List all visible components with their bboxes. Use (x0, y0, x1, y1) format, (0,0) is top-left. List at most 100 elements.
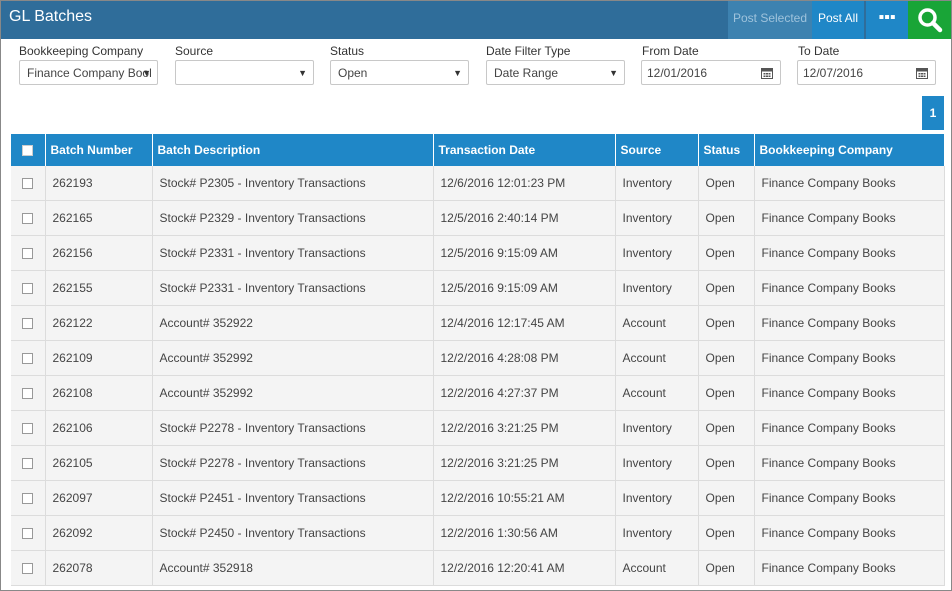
batch-number-cell: 262165 (45, 200, 153, 236)
row-checkbox[interactable] (22, 283, 34, 295)
row-select-cell (11, 410, 46, 446)
batch-description-cell: Stock# P2329 - Inventory Transactions (152, 200, 434, 236)
chevron-down-icon: ▼ (298, 68, 307, 78)
column-header-batch-number[interactable]: Batch Number (45, 134, 153, 166)
row-checkbox[interactable] (22, 248, 34, 260)
header-bar: GL Batches Post Selected Post All ▪▪▪ (1, 1, 951, 39)
batch-number-cell: 262097 (45, 480, 153, 516)
status-value: Open (338, 66, 368, 80)
transaction-date-cell: 12/2/2016 10:55:21 AM (433, 480, 616, 516)
search-button[interactable] (908, 1, 951, 39)
source-cell: Inventory (615, 270, 699, 306)
transaction-date-cell: 12/5/2016 9:15:09 AM (433, 270, 616, 306)
more-options-button[interactable]: ▪▪▪ (865, 1, 908, 39)
status-select[interactable]: Open ▼ (330, 60, 469, 85)
batch-number-cell: 262106 (45, 410, 153, 446)
table-row[interactable]: 262106 Stock# P2278 - Inventory Transacti… (11, 410, 945, 446)
batch-description-cell: Account# 352992 (152, 375, 434, 411)
status-cell: Open (698, 550, 755, 586)
chevron-down-icon: ▼ (609, 68, 618, 78)
row-checkbox[interactable] (22, 458, 34, 470)
status-cell: Open (698, 235, 755, 271)
bookkeeping-company-cell: Finance Company Books (754, 515, 945, 551)
table-row[interactable]: 262165 Stock# P2329 - Inventory Transacti… (11, 200, 945, 236)
row-checkbox[interactable] (22, 178, 34, 190)
row-checkbox[interactable] (22, 493, 34, 505)
to-date-label: To Date (798, 44, 840, 58)
row-select-cell (11, 305, 46, 341)
calendar-icon[interactable] (761, 67, 773, 79)
source-label: Source (175, 44, 214, 58)
row-select-cell (11, 200, 46, 236)
table-row[interactable]: 262155 Stock# P2331 - Inventory Transacti… (11, 270, 945, 306)
batch-number-cell: 262122 (45, 305, 153, 341)
status-cell: Open (698, 305, 755, 341)
post-all-button[interactable]: Post All (812, 1, 864, 39)
batch-number-cell: 262092 (45, 515, 153, 551)
search-icon (918, 8, 943, 33)
column-header-transaction-date[interactable]: Transaction Date (433, 134, 616, 166)
table-row[interactable]: 262193 Stock# P2305 - Inventory Transacti… (11, 166, 945, 201)
select-all-checkbox[interactable] (22, 145, 34, 157)
table-row[interactable]: 262078 Account# 352918 12/2/2016 12:20:41 … (11, 550, 945, 586)
more-icon: ▪▪▪ (878, 9, 896, 26)
bookkeeping-company-cell: Finance Company Books (754, 410, 945, 446)
column-header-batch-description[interactable]: Batch Description (152, 134, 434, 166)
row-select-cell (11, 340, 46, 376)
bookkeeping-company-value: Finance Company Bool (27, 66, 152, 80)
column-header-status[interactable]: Status (698, 134, 755, 166)
batch-description-cell: Stock# P2278 - Inventory Transactions (152, 445, 434, 481)
table-row[interactable]: 262105 Stock# P2278 - Inventory Transacti… (11, 445, 945, 481)
to-date-input[interactable]: 12/07/2016 (797, 60, 936, 85)
batch-number-cell: 262109 (45, 340, 153, 376)
source-cell: Account (615, 375, 699, 411)
calendar-icon[interactable] (916, 67, 928, 79)
row-checkbox[interactable] (22, 528, 34, 540)
row-checkbox[interactable] (22, 388, 34, 400)
batch-description-cell: Stock# P2305 - Inventory Transactions (152, 166, 434, 201)
source-select[interactable]: ▼ (175, 60, 314, 85)
row-checkbox[interactable] (22, 423, 34, 435)
row-checkbox[interactable] (22, 213, 34, 225)
batch-description-cell: Stock# P2451 - Inventory Transactions (152, 480, 434, 516)
table-row[interactable]: 262109 Account# 352992 12/2/2016 4:28:08 P… (11, 340, 945, 376)
table-row[interactable]: 262097 Stock# P2451 - Inventory Transacti… (11, 480, 945, 516)
post-selected-button[interactable]: Post Selected (728, 1, 812, 39)
table-row[interactable]: 262156 Stock# P2331 - Inventory Transacti… (11, 235, 945, 271)
date-filter-type-select[interactable]: Date Range ▼ (486, 60, 625, 85)
batch-description-cell: Stock# P2331 - Inventory Transactions (152, 270, 434, 306)
row-checkbox[interactable] (22, 318, 34, 330)
batch-number-cell: 262155 (45, 270, 153, 306)
table-row[interactable]: 262092 Stock# P2450 - Inventory Transacti… (11, 515, 945, 551)
transaction-date-cell: 12/2/2016 3:21:25 PM (433, 410, 616, 446)
row-select-cell (11, 445, 46, 481)
source-cell: Inventory (615, 445, 699, 481)
column-header-bookkeeping-company[interactable]: Bookkeeping Company (754, 134, 945, 166)
from-date-label: From Date (642, 44, 699, 58)
from-date-input[interactable]: 12/01/2016 (641, 60, 781, 85)
column-header-source[interactable]: Source (615, 134, 699, 166)
status-cell: Open (698, 515, 755, 551)
row-select-cell (11, 235, 46, 271)
batch-description-cell: Account# 352922 (152, 305, 434, 341)
row-select-cell (11, 375, 46, 411)
transaction-date-cell: 12/2/2016 12:20:41 AM (433, 550, 616, 586)
transaction-date-cell: 12/2/2016 4:27:37 PM (433, 375, 616, 411)
table-header-row: Batch Number Batch Description Transacti… (11, 134, 945, 166)
row-checkbox[interactable] (22, 353, 34, 365)
transaction-date-cell: 12/5/2016 9:15:09 AM (433, 235, 616, 271)
batches-table: Batch Number Batch Description Transacti… (11, 134, 945, 586)
bookkeeping-company-cell: Finance Company Books (754, 270, 945, 306)
batch-description-cell: Stock# P2331 - Inventory Transactions (152, 235, 434, 271)
row-checkbox[interactable] (22, 563, 34, 575)
page-1-button[interactable]: 1 (922, 96, 944, 130)
bookkeeping-company-select[interactable]: Finance Company Bool ▼ (19, 60, 158, 85)
bookkeeping-company-cell: Finance Company Books (754, 200, 945, 236)
chevron-down-icon: ▼ (142, 68, 151, 78)
batch-number-cell: 262156 (45, 235, 153, 271)
status-cell: Open (698, 200, 755, 236)
select-all-cell (11, 134, 46, 166)
bookkeeping-company-cell: Finance Company Books (754, 550, 945, 586)
table-row[interactable]: 262108 Account# 352992 12/2/2016 4:27:37 P… (11, 375, 945, 411)
table-row[interactable]: 262122 Account# 352922 12/4/2016 12:17:45 … (11, 305, 945, 341)
